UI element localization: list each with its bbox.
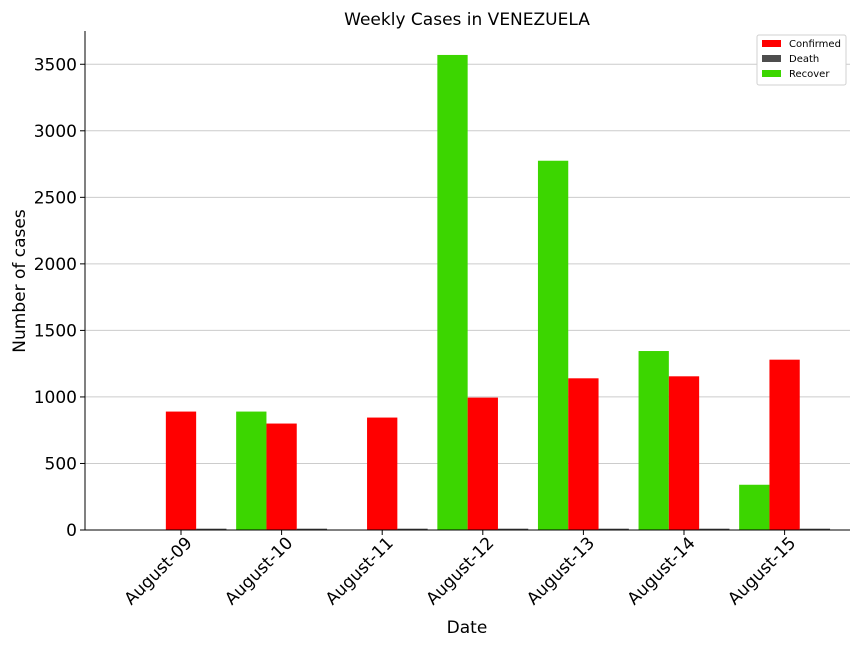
y-tick-label: 3000: [34, 122, 77, 142]
bar-death: [598, 528, 629, 530]
bar-recover: [739, 484, 770, 530]
y-tick-label: 2000: [34, 255, 77, 275]
bar-confirmed: [367, 417, 398, 530]
y-tick-label: 1000: [34, 388, 77, 408]
bar-recover: [537, 160, 569, 531]
bar-death: [397, 528, 428, 530]
chart-title: Weekly Cases in VENEZUELA: [344, 10, 590, 30]
x-tick-label: August-09: [121, 533, 197, 609]
y-tick-label: 3500: [34, 55, 77, 75]
legend: Confirmed Death Recover: [756, 34, 847, 86]
x-tick-label: August-15: [724, 533, 800, 609]
bar-confirmed: [467, 397, 498, 530]
x-axis-ticks: August-09 August-10 August-11 August-12 Augu…: [121, 530, 800, 609]
bar-recover: [236, 411, 267, 530]
legend-label: Confirmed: [789, 39, 841, 50]
x-tick-label: August-13: [523, 533, 599, 609]
bar-death: [699, 528, 730, 530]
bars: [165, 54, 831, 531]
x-tick-label: August-11: [322, 533, 398, 609]
bar-recover: [437, 54, 468, 531]
bar-death: [296, 528, 328, 530]
bar-death: [799, 528, 831, 530]
bar-confirmed: [769, 359, 800, 530]
bar-confirmed: [165, 411, 197, 530]
bar-death: [196, 528, 227, 530]
y-tick-label: 1500: [34, 321, 77, 341]
legend-label: Death: [789, 54, 819, 65]
legend-swatch: [762, 40, 781, 47]
y-axis-label: Number of cases: [10, 209, 30, 353]
bar-confirmed: [668, 376, 700, 530]
bar-death: [497, 528, 529, 530]
legend-swatch: [762, 55, 781, 62]
bar-recover: [638, 351, 669, 530]
y-axis-ticks: 0 500 1000 1500 2000 2500 3000 3500: [34, 55, 85, 541]
bar-confirmed: [266, 423, 297, 530]
bar-confirmed: [568, 378, 599, 530]
legend-swatch: [762, 70, 781, 77]
legend-label: Recover: [789, 69, 830, 80]
y-tick-label: 500: [45, 454, 77, 474]
x-tick-label: August-10: [221, 533, 297, 609]
y-tick-label: 0: [66, 521, 77, 541]
x-tick-label: August-14: [624, 533, 700, 609]
x-tick-label: August-12: [422, 533, 498, 609]
x-axis-label: Date: [447, 618, 488, 638]
y-tick-label: 2500: [34, 188, 77, 208]
